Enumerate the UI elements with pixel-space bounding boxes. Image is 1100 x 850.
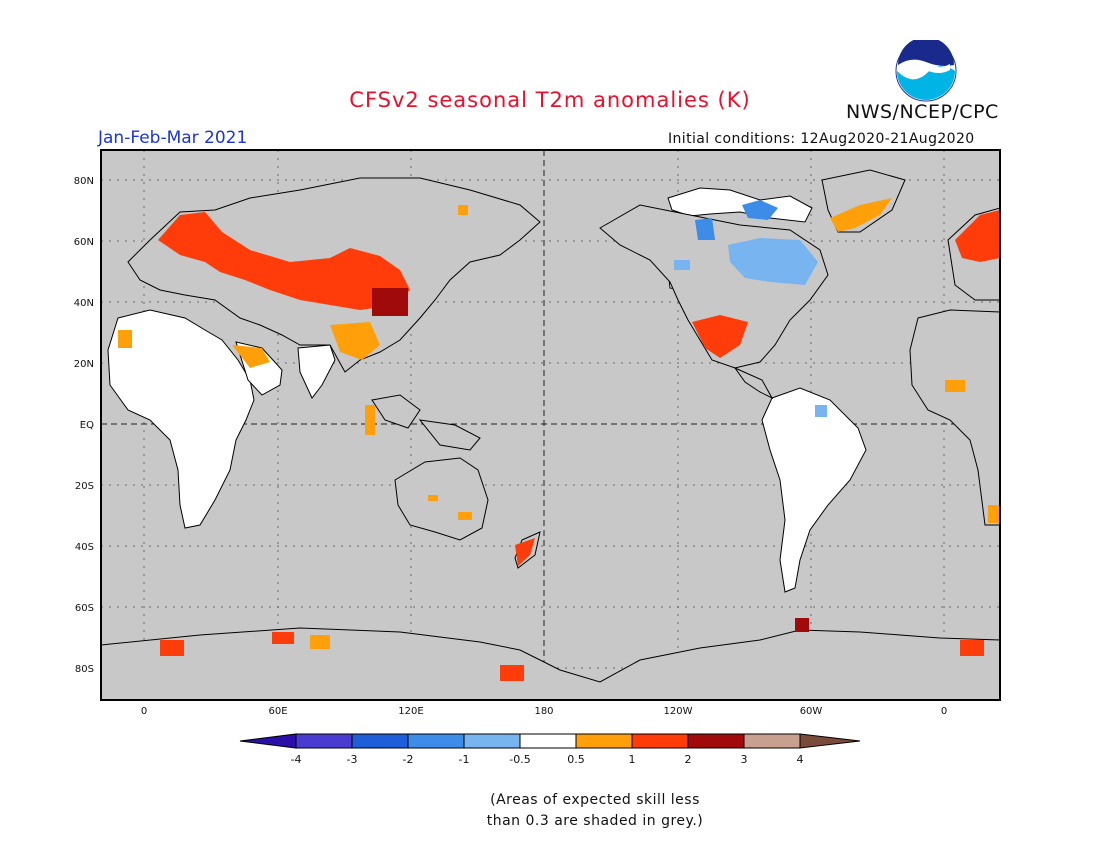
- colorbar-swatch: [519, 733, 577, 749]
- lat-label: 40N: [74, 298, 94, 309]
- land-white: [107, 187, 867, 593]
- colorbar-swatch: [575, 733, 633, 749]
- warm-anomalies: [118, 198, 1000, 681]
- lat-label: 20S: [75, 481, 94, 492]
- lat-label: 80N: [74, 176, 94, 187]
- forecast-period: Jan-Feb-Mar 2021: [98, 128, 248, 148]
- lon-label: 120E: [398, 706, 423, 717]
- map-frame: [100, 149, 1001, 701]
- colorbar-label: -4: [291, 753, 302, 766]
- noaa-logo-icon: [895, 40, 957, 102]
- lat-label: 60N: [74, 237, 94, 248]
- colorbar-label: -3: [347, 753, 358, 766]
- colorbar-swatch: [631, 733, 689, 749]
- lon-label: 60W: [800, 706, 823, 717]
- skill-note: (Areas of expected skill less than 0.3 a…: [430, 790, 760, 832]
- colorbar-swatch: [239, 733, 297, 749]
- colorbar-label: 1: [629, 753, 636, 766]
- lat-label: 80S: [75, 664, 94, 675]
- skill-note-line: than 0.3 are shaded in grey.): [486, 813, 704, 829]
- colorbar-labels: -4 -3 -2 -1 -0.5 0.5 1 2 3 4: [291, 753, 804, 766]
- colorbar-swatch: [799, 733, 861, 749]
- colorbar: [239, 733, 861, 749]
- colorbar-label: -0.5: [509, 753, 530, 766]
- colorbar-swatch: [351, 733, 409, 749]
- colorbar-label: 2: [685, 753, 692, 766]
- colorbar-label: -2: [403, 753, 414, 766]
- agency-label: NWS/NCEP/CPC: [846, 101, 999, 123]
- initial-conditions: Initial conditions: 12Aug2020-21Aug2020: [668, 131, 975, 147]
- colorbar-label: 4: [797, 753, 804, 766]
- longitude-labels: 0 60E 120E 180 120W 60W 0: [141, 706, 947, 717]
- colorbar-label: 0.5: [567, 753, 585, 766]
- colorbar-label: 3: [741, 753, 748, 766]
- skill-note-line: (Areas of expected skill less: [490, 792, 700, 808]
- map-title: CFSv2 seasonal T2m anomalies (K): [349, 88, 751, 112]
- cool-anomalies: [674, 200, 827, 417]
- lat-label: EQ: [80, 420, 94, 431]
- lat-label: 20N: [74, 359, 94, 370]
- lon-label: 0: [941, 706, 947, 717]
- latitude-labels: 80N 60N 40N 20N EQ 20S 40S 60S 80S: [74, 176, 94, 675]
- lon-label: 60E: [268, 706, 287, 717]
- colorbar-swatch: [463, 733, 521, 749]
- lat-label: 60S: [75, 603, 94, 614]
- colorbar-label: -1: [459, 753, 470, 766]
- lat-label: 40S: [75, 542, 94, 553]
- colorbar-swatch: [743, 733, 801, 749]
- colorbar-swatch: [687, 733, 745, 749]
- colorbar-swatch: [295, 733, 353, 749]
- lon-label: 120W: [664, 706, 693, 717]
- lon-label: 180: [534, 706, 553, 717]
- lon-label: 0: [141, 706, 147, 717]
- colorbar-swatch: [407, 733, 465, 749]
